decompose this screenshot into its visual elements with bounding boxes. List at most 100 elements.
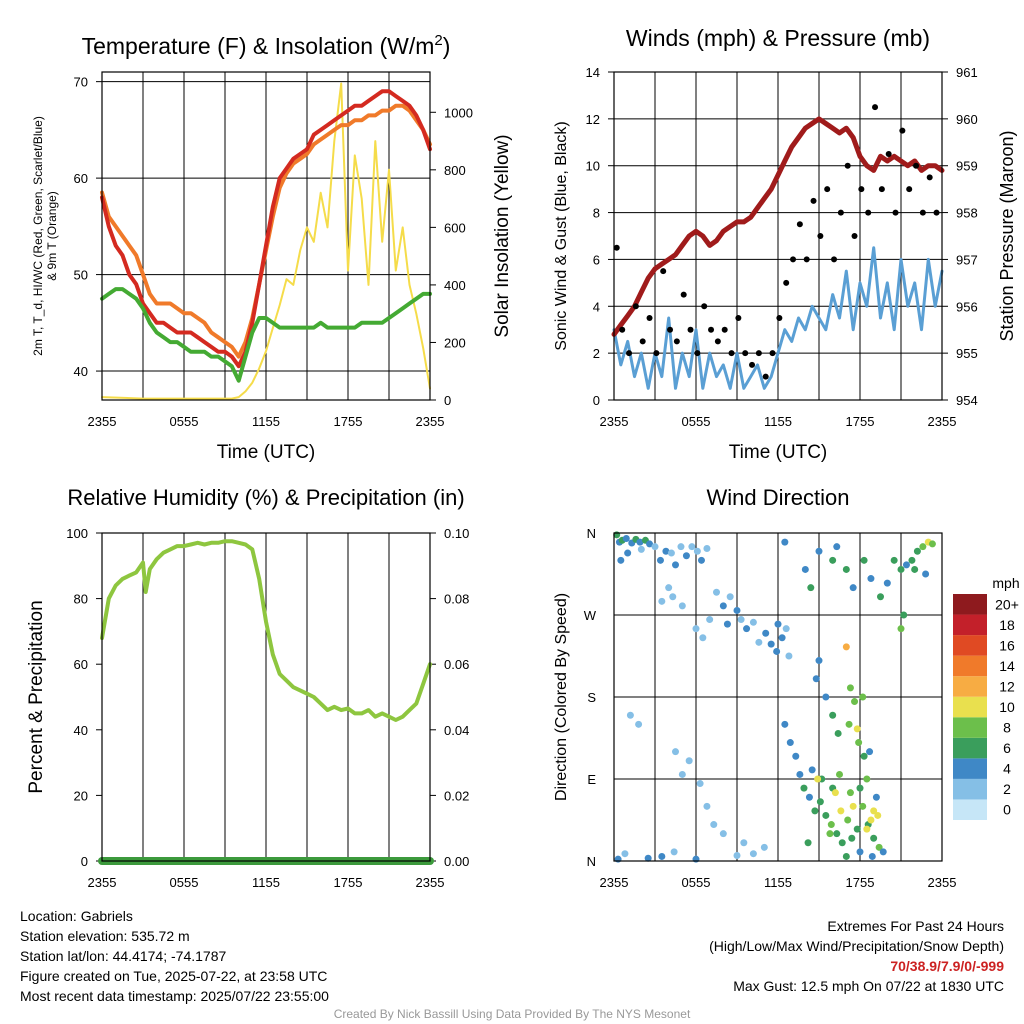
gust-point (619, 326, 626, 333)
y2-tick-label: 0.00 (444, 854, 469, 869)
y-tick-label: 0 (81, 854, 88, 869)
colorbar-swatch (953, 614, 987, 636)
gust-point (844, 162, 851, 169)
direction-point (836, 770, 843, 778)
direction-point (856, 848, 864, 856)
x-tick-label: 2355 (88, 875, 117, 890)
gust-point (824, 186, 831, 193)
direction-point (781, 538, 789, 546)
title-end: ) (443, 33, 451, 59)
y2-tick-label: 0.08 (444, 592, 469, 607)
gust-point (776, 315, 783, 321)
direction-point (867, 575, 875, 583)
y2-tick-label: 0.02 (444, 788, 469, 803)
y-tick-label: 40 (74, 723, 88, 738)
x-tick-label: 2355 (928, 414, 957, 429)
direction-point (867, 816, 875, 824)
direction-point (853, 725, 861, 733)
direction-point (860, 752, 868, 760)
y-tick-label: 50 (74, 268, 88, 283)
y-tick-label: 60 (74, 171, 88, 186)
direction-point (737, 616, 745, 624)
direction-point (911, 565, 919, 573)
direction-point (829, 711, 837, 719)
direction-point (773, 647, 781, 655)
y-tick-label: S (587, 690, 596, 705)
y-tick-label: 100 (66, 526, 88, 541)
direction-point (669, 593, 677, 601)
y-tick-label: N (587, 854, 596, 869)
direction-point (635, 720, 643, 728)
y2-tick-label: 0.06 (444, 657, 469, 672)
direction-point (804, 839, 812, 847)
y-tick-label: 8 (593, 206, 600, 221)
gust-point (933, 209, 940, 216)
y-tick-label: E (587, 772, 596, 787)
direction-point (697, 556, 705, 564)
plot-frame (101, 532, 431, 862)
gust-point (796, 221, 803, 228)
y2-tick-label: 959 (956, 159, 978, 174)
y-tick-label: 0 (593, 393, 600, 408)
colorbar-label: 6 (1003, 740, 1011, 756)
station-elevation: Station elevation: 535.72 m (20, 928, 190, 944)
direction-point (849, 802, 857, 810)
direction-point (833, 543, 841, 551)
gust-point (919, 209, 926, 216)
gust-point (926, 174, 933, 181)
gust-point (872, 104, 879, 111)
direction-point (651, 543, 659, 551)
series-line-temp (100, 89, 432, 369)
direction-point (872, 793, 880, 801)
extremes-values: 70/38.9/7.9/0/-999 (890, 958, 1004, 974)
direction-point (637, 545, 645, 553)
direction-point (692, 625, 700, 633)
gust-point (878, 186, 885, 193)
direction-point (816, 798, 824, 806)
colorbar-label: 8 (1003, 720, 1011, 736)
direction-point (636, 538, 644, 546)
direction-point (678, 770, 686, 778)
direction-point (678, 602, 686, 610)
plot-frame (613, 532, 943, 862)
x-tick-label: 1155 (764, 875, 792, 890)
direction-point (624, 549, 632, 557)
direction-point (662, 547, 670, 555)
y2-tick-label: 800 (444, 163, 466, 178)
direction-point (682, 552, 690, 560)
direction-point (846, 789, 854, 797)
y-tick-label: 6 (593, 252, 600, 267)
gust-point (660, 268, 667, 275)
x-tick-label: 1155 (764, 414, 792, 429)
gust-point (613, 244, 620, 251)
gust-point (714, 338, 721, 345)
x-tick-label: 1755 (846, 414, 875, 429)
direction-point (859, 802, 867, 810)
y2-tick-label: 200 (444, 335, 466, 350)
direction-point (822, 693, 830, 701)
colorbar-swatch (953, 676, 987, 697)
y2-tick-label: 0.04 (444, 723, 469, 738)
series-line-pressure (611, 116, 945, 337)
direction-point (826, 830, 834, 838)
direction-point (897, 625, 905, 633)
gust-point (667, 326, 674, 333)
x-tick-label: 1755 (334, 414, 363, 429)
y2-tick-label: 958 (956, 206, 978, 221)
gust-point (858, 186, 865, 193)
x-tick-label: 1155 (252, 875, 280, 890)
x-tick-label: 1755 (334, 875, 363, 890)
direction-point (863, 825, 871, 833)
colorbar-swatch (953, 635, 987, 656)
direction-point (908, 556, 916, 564)
direction-point (617, 556, 625, 564)
direction-point (614, 855, 622, 863)
direction-point (749, 618, 757, 626)
gust-point (632, 303, 639, 310)
panel-temperature: 2355 0555 1155 1755 2355 40 50 60 70 0 200 400 600 80… (31, 32, 513, 463)
direction-point (723, 620, 731, 628)
direction-point (792, 752, 800, 760)
direction-point (853, 825, 861, 833)
direction-point (703, 544, 711, 552)
y2-tick-label: 960 (956, 112, 978, 127)
